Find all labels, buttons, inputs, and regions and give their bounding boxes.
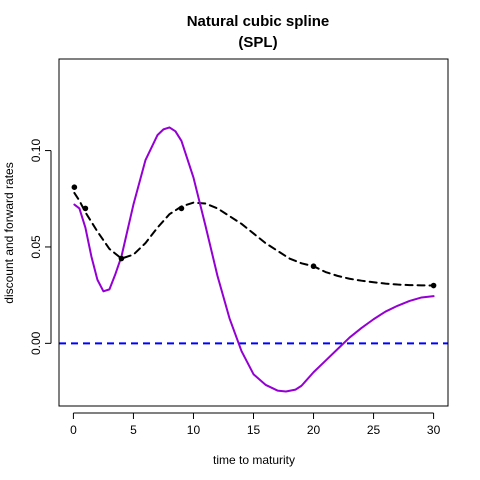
plot-frame xyxy=(58,58,449,407)
y-axis: 0.00 0.05 0.10 xyxy=(29,139,52,355)
x-tick-label: 15 xyxy=(247,423,261,437)
data-point xyxy=(310,263,317,270)
y-axis-label: discount and forward rates xyxy=(2,162,16,303)
chart-title-line1: Natural cubic spline xyxy=(187,13,330,30)
plot-area xyxy=(59,126,448,393)
x-tick-label: 20 xyxy=(307,423,321,437)
x-tick-label: 25 xyxy=(367,423,381,437)
data-point xyxy=(430,282,437,289)
data-point xyxy=(118,255,125,262)
x-axis: 0 5 10 15 20 25 30 xyxy=(70,412,441,437)
x-tick-label: 30 xyxy=(427,423,441,437)
data-point xyxy=(82,205,89,212)
x-tick-label: 5 xyxy=(130,423,137,437)
x-tick-label: 0 xyxy=(70,423,77,437)
chart-title-line2: (SPL) xyxy=(238,34,277,51)
y-tick-label: 0.00 xyxy=(29,331,43,355)
data-point xyxy=(178,205,185,212)
y-tick-label: 0.10 xyxy=(29,139,43,163)
data-point xyxy=(71,184,78,190)
x-axis-label: time to maturity xyxy=(213,453,295,467)
x-tick-label: 10 xyxy=(187,423,201,437)
y-tick-label: 0.05 xyxy=(29,235,43,259)
forward-rate-line xyxy=(73,126,435,393)
discount-rate-line xyxy=(73,191,435,287)
